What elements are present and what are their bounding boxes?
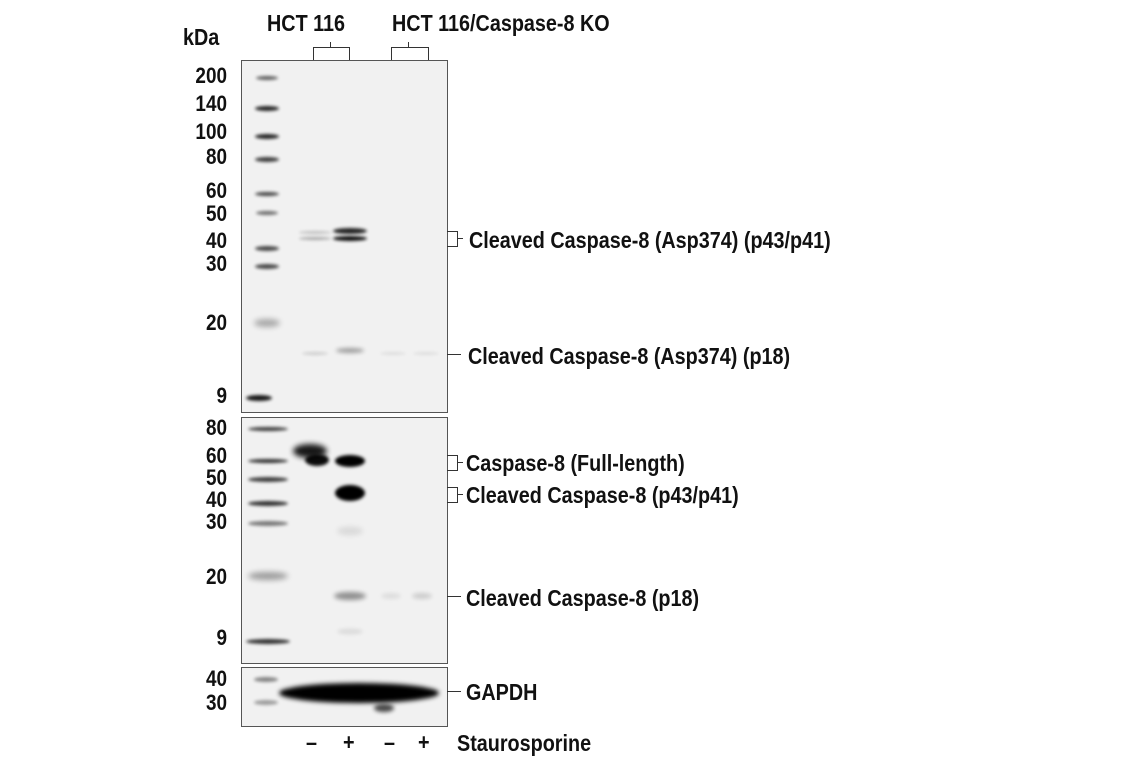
band xyxy=(305,454,329,466)
mw-marker: 40 xyxy=(205,487,227,512)
band xyxy=(412,593,432,599)
band xyxy=(248,476,288,482)
band xyxy=(255,156,279,162)
band xyxy=(254,676,278,682)
blot-panel-caspase8 xyxy=(241,417,448,664)
band xyxy=(248,427,288,431)
lane-treatment: – xyxy=(306,729,318,755)
group-label-hct116-ko: HCT 116/Caspase-8 KO xyxy=(392,10,610,36)
lane-treatment: + xyxy=(343,729,355,755)
band xyxy=(254,319,280,327)
mw-marker: 9 xyxy=(216,625,227,650)
band-bracket xyxy=(447,231,458,247)
band xyxy=(255,133,279,139)
band xyxy=(248,520,288,526)
band xyxy=(380,351,406,355)
band xyxy=(246,395,272,401)
band xyxy=(333,235,367,241)
band xyxy=(381,593,401,599)
band xyxy=(246,638,290,644)
band xyxy=(248,459,288,463)
mw-marker: 30 xyxy=(205,509,227,534)
band xyxy=(255,105,279,111)
mw-marker: 20 xyxy=(205,310,227,335)
mw-marker: 40 xyxy=(205,666,227,691)
band xyxy=(256,211,278,215)
mw-marker: 60 xyxy=(205,178,227,203)
band xyxy=(248,572,288,580)
band-label: Caspase-8 (Full-length) xyxy=(466,450,685,476)
blot-panel-gapdh xyxy=(241,667,448,727)
band xyxy=(255,245,279,251)
mw-marker: 20 xyxy=(205,564,227,589)
band xyxy=(256,76,278,80)
band xyxy=(299,230,331,234)
mw-marker: 50 xyxy=(205,465,227,490)
band-label: Cleaved Caspase-8 (Asp374) (p18) xyxy=(468,343,791,369)
mw-marker: 60 xyxy=(205,443,227,468)
band xyxy=(299,236,331,240)
band xyxy=(374,704,394,712)
band-label: Cleaved Caspase-8 (p18) xyxy=(466,585,700,611)
blot-panel-cleaved-asp374 xyxy=(241,60,448,413)
band xyxy=(413,351,439,355)
band xyxy=(336,347,364,353)
kda-unit-label: kDa xyxy=(183,24,220,50)
treatment-label: Staurosporine xyxy=(457,730,592,756)
mw-marker: 9 xyxy=(216,383,227,408)
mw-marker: 200 xyxy=(195,63,227,88)
band xyxy=(279,683,439,703)
group-label-hct116: HCT 116 xyxy=(267,10,346,36)
band-label: GAPDH xyxy=(466,679,538,705)
band xyxy=(334,592,366,600)
mw-marker: 30 xyxy=(205,251,227,276)
mw-marker: 80 xyxy=(205,415,227,440)
lane-treatment: – xyxy=(384,729,396,755)
band xyxy=(335,485,365,501)
band xyxy=(254,699,278,705)
lane-treatment: + xyxy=(418,729,430,755)
mw-marker: 40 xyxy=(205,228,227,253)
band xyxy=(337,527,363,535)
band xyxy=(255,263,279,269)
band-label: Cleaved Caspase-8 (p43/p41) xyxy=(466,482,739,508)
band xyxy=(255,192,279,196)
band xyxy=(333,228,367,234)
band-label: Cleaved Caspase-8 (Asp374) (p43/p41) xyxy=(469,227,831,253)
band-bracket xyxy=(447,487,458,503)
mw-marker: 80 xyxy=(205,144,227,169)
band-bracket xyxy=(447,455,458,471)
mw-marker: 30 xyxy=(205,690,227,715)
band xyxy=(337,628,363,634)
band xyxy=(248,500,288,506)
mw-marker: 100 xyxy=(195,119,227,144)
band xyxy=(302,351,328,355)
mw-marker: 50 xyxy=(205,201,227,226)
group-bracket-1 xyxy=(313,47,350,60)
band xyxy=(335,455,365,467)
group-bracket-2 xyxy=(391,47,429,60)
mw-marker: 140 xyxy=(195,91,227,116)
